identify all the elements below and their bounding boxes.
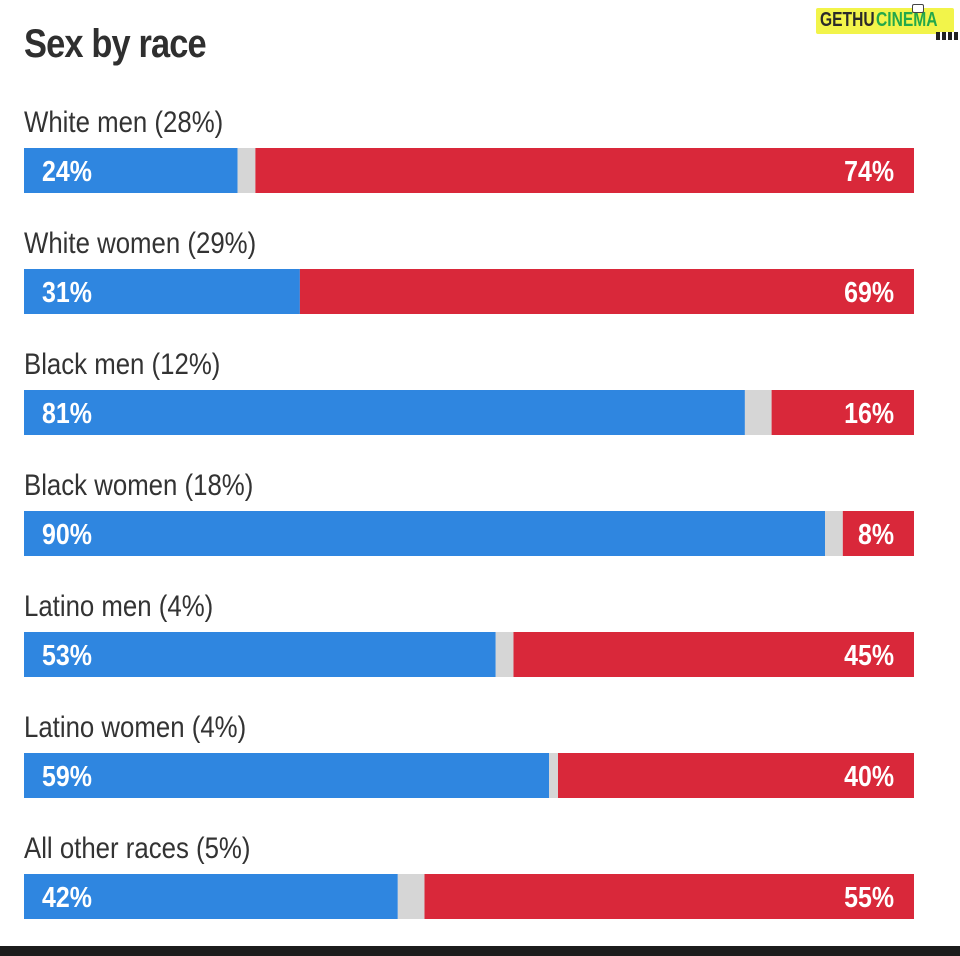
row-label: All other races (5%) [24,831,250,864]
logo-background [816,8,954,34]
bar-segment-right [424,874,914,919]
watermark-logo: GETHU CINEMA [812,4,960,40]
bar-segment-left [24,390,745,435]
bar-segment-left [24,874,398,919]
row-label: Black men (12%) [24,347,220,380]
bar-segment-left [24,148,238,193]
bar-segment-left [24,753,550,798]
camera-icon [912,4,924,13]
row-label: Latino women (4%) [24,710,246,743]
bar-segment-right [513,632,914,677]
film-strip-icon [936,32,960,40]
bar-value-left: 24% [42,155,92,187]
bar-value-right: 16% [844,397,894,429]
bar-value-left: 31% [42,276,92,308]
row-label: White men (28%) [24,105,223,138]
bar-segment-right [255,148,914,193]
chart-title: Sex by race [24,22,207,66]
row-label: Latino men (4%) [24,589,213,622]
bar-value-right: 74% [844,155,894,187]
bar-value-left: 81% [42,397,92,429]
bar-segment-right [771,390,914,435]
bar-segment-middle [549,753,558,798]
logo-text-part2: CINEMA [876,9,938,31]
bottom-edge-bar [0,946,960,956]
bar-segment-left [24,269,300,314]
bar-segment-right [558,753,914,798]
bar-value-right: 55% [844,881,894,913]
row-label: White women (29%) [24,226,256,259]
bar-segment-left [24,511,825,556]
bar-value-right: 45% [844,639,894,671]
bar-value-left: 42% [42,881,92,913]
bar-value-right: 40% [844,760,894,792]
bar-value-right: 8% [858,518,894,550]
logo-text-part1: GETHU [820,9,875,31]
row-label: Black women (18%) [24,468,253,501]
bar-segment-right [842,511,914,556]
bar-segment-middle [825,511,843,556]
bar-segment-middle [397,874,425,919]
bar-value-left: 59% [42,760,92,792]
bar-segment-middle [237,148,256,193]
bar-segment-middle [495,632,514,677]
bar-value-left: 90% [42,518,92,550]
bar-segment-left [24,632,496,677]
bar-value-left: 53% [42,639,92,671]
bar-segment-right [299,269,914,314]
bar-value-right: 69% [844,276,894,308]
bar-segment-middle [744,390,772,435]
